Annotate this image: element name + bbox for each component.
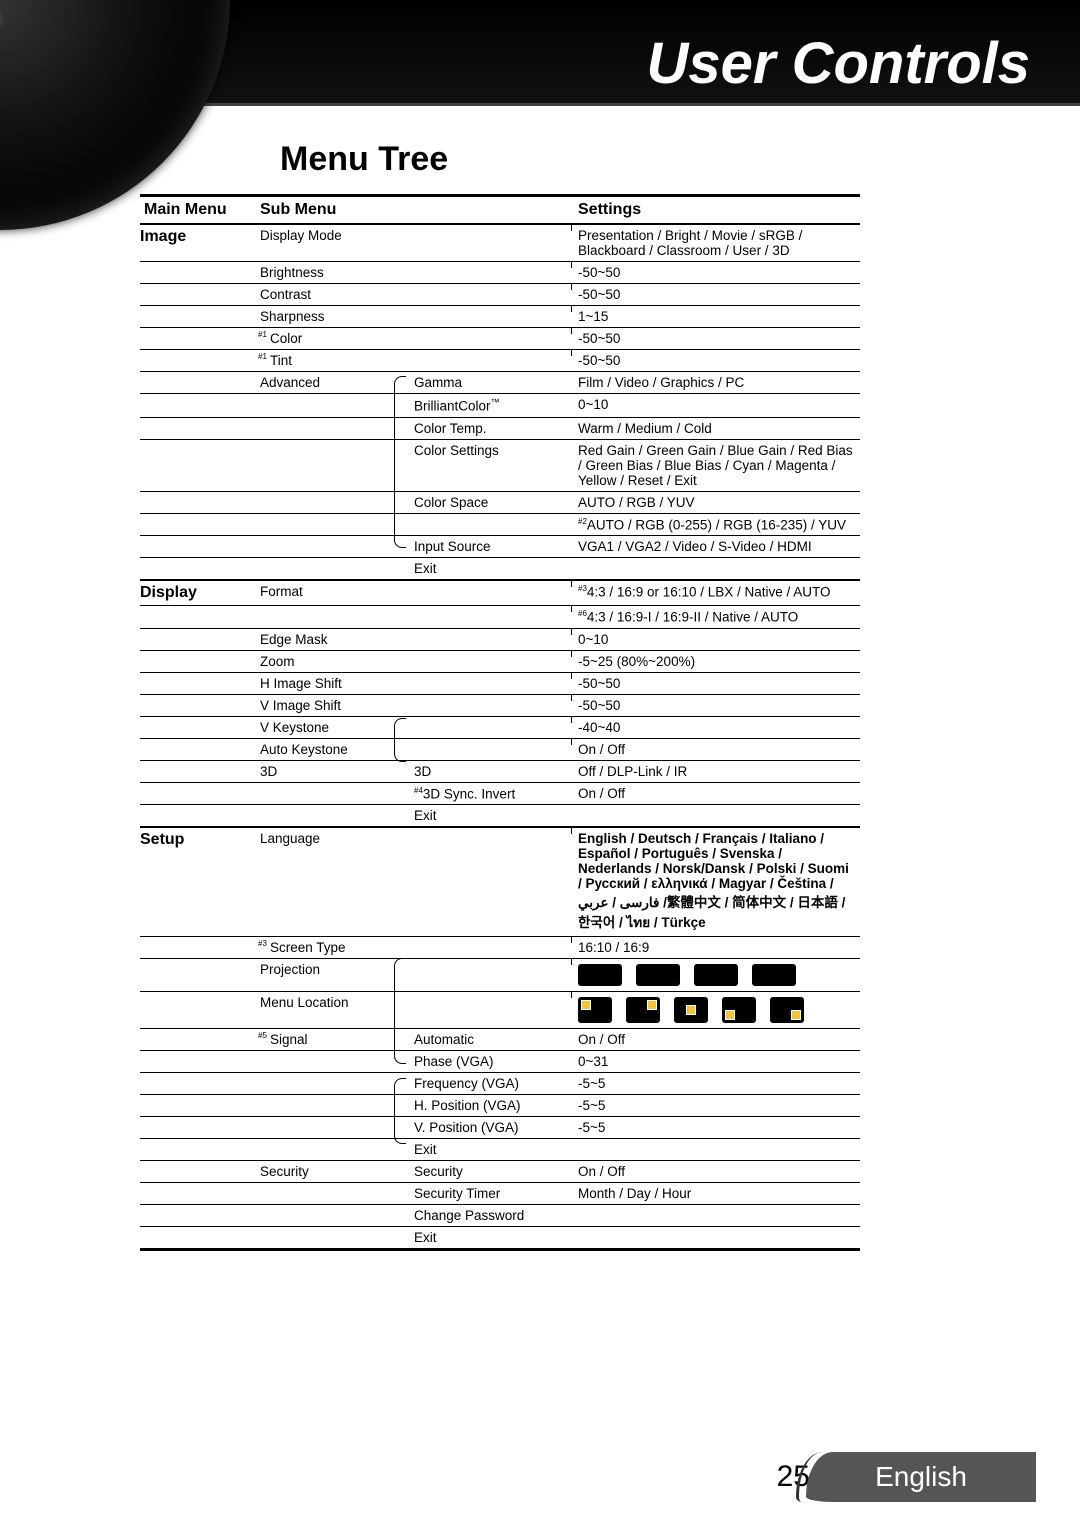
menuloc-br-icon (770, 997, 804, 1023)
row-screentype: #3Screen Type 16:10 / 16:9 (140, 937, 860, 959)
proj-icon-rear-ceiling (752, 964, 796, 986)
row-projection: Projection (140, 959, 860, 992)
proj-icon-front (578, 964, 622, 986)
section-title: Menu Tree (280, 140, 860, 179)
page-title: User Controls (646, 30, 1030, 97)
row-vimage: V Image Shift -50~50 (140, 695, 860, 717)
col-settings-header: Settings (572, 201, 860, 219)
row-edgemask: Edge Mask 0~10 (140, 629, 860, 651)
proj-icon-front-ceiling (694, 964, 738, 986)
row-advanced-gamma: Advanced Gamma Film / Video / Graphics /… (140, 372, 860, 394)
row-security-sec: Security Security On / Off (140, 1161, 860, 1183)
row-sharpness: Sharpness 1~15 (140, 306, 860, 328)
row-brightness: Brightness -50~50 (140, 262, 860, 284)
menu-location-icons (578, 995, 854, 1025)
row-security-change: Change Password (140, 1205, 860, 1227)
menuloc-tl-icon (578, 997, 612, 1023)
row-signal-hpos: H. Position (VGA) -5~5 (140, 1095, 860, 1117)
row-tint: #1Tint -50~50 (140, 350, 860, 372)
row-language: Setup Language English / Deutsch / Franç… (140, 828, 860, 937)
row-advanced-colortemp: Color Temp. Warm / Medium / Cold (140, 418, 860, 440)
row-display-mode: Image Display Mode Presentation / Bright… (140, 225, 860, 262)
row-advanced-colorspace2: #2AUTO / RGB (0-255) / RGB (16-235) / YU… (140, 514, 860, 537)
proj-icon-rear (636, 964, 680, 986)
menuloc-c-icon (674, 997, 708, 1023)
row-security-exit: Exit (140, 1227, 860, 1251)
row-signal-vpos: V. Position (VGA) -5~5 (140, 1117, 860, 1139)
row-signal-auto: #5Signal Automatic On / Off (140, 1029, 860, 1051)
row-signal-freq: Frequency (VGA) -5~5 (140, 1073, 860, 1095)
row-3d-sync: #43D Sync. Invert On / Off (140, 783, 860, 806)
row-himage: H Image Shift -50~50 (140, 673, 860, 695)
row-display-format2: #64:3 / 16:9-I / 16:9-II / Native / AUTO (140, 606, 860, 629)
row-vkey: V Keystone -40~40 (140, 717, 860, 739)
row-3d-exit: Exit (140, 805, 860, 828)
row-contrast: Contrast -50~50 (140, 284, 860, 306)
row-advanced-exit: Exit (140, 558, 860, 581)
footer-swoosh: English (806, 1452, 1036, 1502)
row-zoom: Zoom -5~25 (80%~200%) (140, 651, 860, 673)
row-signal-phase: Phase (VGA) 0~31 (140, 1051, 860, 1073)
page-footer: 25 English (777, 1452, 1036, 1502)
menuloc-bl-icon (722, 997, 756, 1023)
bracket-advanced (394, 376, 406, 548)
row-advanced-colorspace1: Color Space AUTO / RGB / YUV (140, 492, 860, 514)
main-display: Display (140, 581, 260, 605)
projection-icons (578, 962, 854, 988)
menuloc-tr-icon (626, 997, 660, 1023)
row-autokey: Auto Keystone On / Off (140, 739, 860, 761)
table-header-row: Main Menu Sub Menu Settings (140, 194, 860, 225)
row-color: #1Color -50~50 (140, 328, 860, 350)
row-menulocation: Menu Location (140, 992, 860, 1029)
footer-language: English (875, 1461, 967, 1493)
header-band: User Controls (0, 0, 1080, 106)
col-main-header: Main Menu (140, 201, 260, 219)
main-setup: Setup (140, 828, 260, 852)
col-sub-header: Sub Menu (260, 201, 408, 219)
row-advanced-inputsource: Input Source VGA1 / VGA2 / Video / S-Vid… (140, 536, 860, 558)
row-security-timer: Security Timer Month / Day / Hour (140, 1183, 860, 1205)
row-3d-3d: 3D 3D Off / DLP-Link / IR (140, 761, 860, 783)
bracket-3d (394, 718, 406, 762)
row-advanced-brilliant: BrilliantColor™ 0~10 (140, 394, 860, 418)
row-display-format1: Display Format #34:3 / 16:9 or 16:10 / L… (140, 581, 860, 606)
bracket-security (394, 1078, 406, 1144)
row-signal-exit: Exit (140, 1139, 860, 1161)
main-image: Image (140, 225, 260, 249)
menu-tree-table: Main Menu Sub Menu Settings Image Displa… (140, 194, 860, 1251)
row-advanced-colorsettings: Color Settings Red Gain / Green Gain / B… (140, 440, 860, 492)
section-heading-area: Menu Tree (280, 140, 860, 197)
bracket-signal (394, 958, 406, 1064)
